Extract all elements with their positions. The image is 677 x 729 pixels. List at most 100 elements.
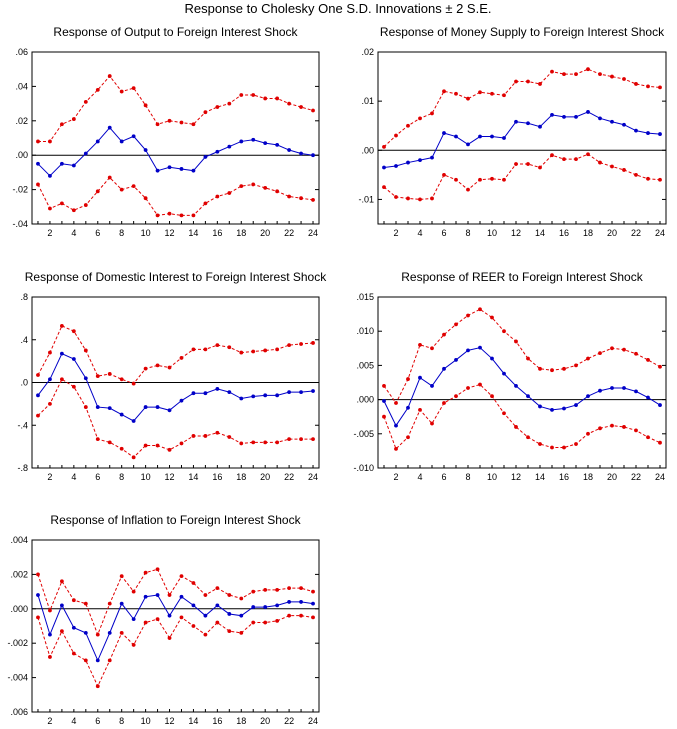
band-point [514, 425, 518, 429]
band-point [382, 384, 386, 388]
x-tick-label: 22 [284, 228, 294, 238]
band-point [299, 342, 303, 346]
lower-band-line [383, 153, 661, 200]
y-tick-label: -.010 [353, 463, 374, 473]
chart-title: Response of Money Supply to Foreign Inte… [380, 25, 665, 39]
band-point [442, 332, 446, 337]
band-point [71, 329, 76, 334]
response-point [598, 388, 602, 393]
band-point [311, 615, 315, 620]
response-point [299, 151, 303, 156]
band-point [622, 168, 626, 172]
x-tick-label: 12 [165, 228, 175, 238]
band-point [179, 615, 184, 620]
response-point [406, 160, 410, 165]
y-tick-label: .8 [20, 292, 28, 302]
band-point [143, 570, 148, 575]
x-tick-label: 16 [212, 228, 222, 238]
band-point [466, 313, 470, 318]
y-tick-label: -.005 [353, 429, 374, 439]
response-point [83, 630, 88, 635]
response-point [526, 121, 530, 126]
response-point [71, 357, 76, 361]
y-tick-label: .004 [10, 535, 28, 545]
band-point [442, 172, 446, 177]
y-tick-label: -.004 [7, 673, 28, 683]
response-point [442, 366, 446, 371]
response-line [37, 594, 314, 662]
band-point [287, 613, 292, 618]
band-point [71, 598, 76, 603]
response-point [610, 386, 614, 390]
band-point [622, 425, 626, 429]
band-point [36, 182, 40, 187]
band-point [382, 414, 386, 419]
plot-frame [377, 51, 667, 225]
y-tick-label: .005 [356, 360, 374, 370]
band-point [59, 323, 64, 328]
band-point [155, 443, 160, 448]
band-point [107, 440, 112, 445]
x-tick-label: 22 [284, 716, 294, 726]
band-point [526, 356, 530, 361]
response-point [454, 358, 458, 362]
band-point [394, 401, 398, 405]
band-point [299, 586, 303, 591]
band-point [562, 366, 566, 371]
x-tick-label: 24 [308, 472, 318, 482]
band-point [119, 187, 124, 192]
band-point [478, 177, 482, 182]
response-point [71, 625, 76, 630]
chart-title: Response of Domestic Interest to Foreign… [25, 270, 327, 284]
x-tick-label: 8 [465, 472, 470, 482]
band-point [251, 182, 256, 187]
response-point [418, 375, 422, 380]
x-tick-label: 6 [95, 228, 100, 238]
response-point [287, 148, 292, 152]
y-tick-label: .04 [15, 81, 28, 91]
band-point [550, 69, 554, 74]
response-point [622, 122, 626, 127]
response-point [478, 345, 482, 350]
x-tick-label: 10 [487, 472, 497, 482]
y-tick-label: -.04 [12, 219, 28, 229]
band-point [191, 122, 196, 127]
response-point [430, 384, 434, 388]
band-point [251, 349, 256, 354]
x-tick-label: 24 [308, 228, 318, 238]
band-point [251, 589, 256, 594]
response-point [107, 630, 112, 635]
x-tick-label: 14 [188, 716, 198, 726]
x-tick-label: 24 [308, 716, 318, 726]
response-point [119, 412, 124, 417]
y-tick-label: .00 [361, 145, 374, 155]
response-point [287, 600, 292, 604]
band-point [526, 79, 530, 84]
response-point [59, 351, 64, 356]
x-tick-label: 20 [260, 472, 270, 482]
response-point [634, 389, 638, 394]
response-point [143, 405, 148, 409]
band-point [658, 177, 662, 182]
x-tick-label: 4 [71, 716, 76, 726]
response-point [143, 594, 148, 599]
band-point [646, 176, 650, 181]
band-point [239, 184, 244, 189]
band-point [143, 103, 148, 108]
band-point [610, 423, 614, 428]
band-point [526, 162, 530, 166]
response-point [454, 134, 458, 139]
y-tick-label: .000 [356, 395, 374, 405]
band-point [119, 574, 124, 579]
response-point [215, 387, 220, 391]
band-point [646, 358, 650, 362]
response-point [155, 168, 160, 173]
response-point [119, 139, 124, 144]
x-tick-label: 18 [236, 472, 246, 482]
x-tick-label: 12 [165, 716, 175, 726]
y-tick-label: .015 [356, 292, 374, 302]
y-tick-label: -.8 [17, 463, 28, 473]
x-tick-label: 6 [441, 228, 446, 238]
band-point [95, 684, 100, 689]
band-point [454, 322, 458, 327]
